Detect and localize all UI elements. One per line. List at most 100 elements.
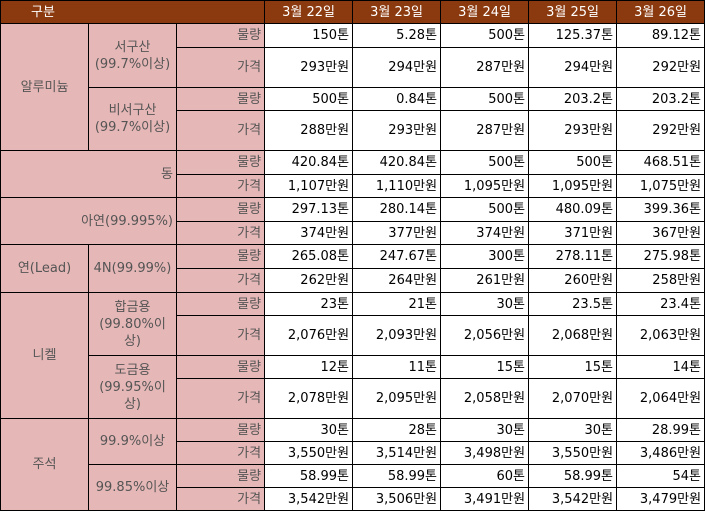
- table-cell: 2,068만원: [528, 315, 618, 356]
- table-row: 동 물량 420.84톤 420.84톤 500톤 500톤 468.51톤: [0, 150, 705, 198]
- table-cell: 262만원: [264, 268, 354, 293]
- header-date: 3월 24일: [440, 0, 530, 24]
- table-cell: 2,093만원: [352, 315, 442, 356]
- table-cell: 21톤: [352, 292, 442, 316]
- table-cell: 260만원: [528, 268, 618, 293]
- table-cell: 58.99톤: [528, 464, 618, 488]
- table-cell: 15톤: [528, 355, 618, 379]
- table-cell: 3,486만원: [616, 441, 705, 465]
- table-row: 가격 374만원 377만원 374만원 371만원 367만원: [1, 221, 705, 245]
- header-category: 구분: [0, 0, 266, 24]
- table-cell: 420.84톤: [264, 150, 354, 175]
- table-cell: 150톤: [264, 23, 354, 48]
- table-cell: 300톤: [440, 244, 530, 269]
- nickel-plating-purity: (99.95%이상): [99, 379, 166, 412]
- table-cell: 420.84톤: [352, 150, 442, 175]
- qty-label: 물량: [175, 197, 266, 222]
- table-row: 도금용 (99.95%이상) 물량 12톤 11톤 15톤 15톤 14톤: [1, 355, 705, 419]
- table-cell: 258만원: [616, 268, 705, 293]
- table-cell: 280.14톤: [352, 197, 442, 222]
- table-row: 가격 288만원 293만원 287만원 293만원 292만원: [1, 110, 705, 151]
- table-cell: 23.4톤: [616, 292, 705, 316]
- table-cell: 287만원: [440, 47, 530, 88]
- header-date: 3월 25일: [528, 0, 618, 24]
- lead-label: 연(Lead): [0, 244, 89, 293]
- qty-label: 물량: [175, 150, 266, 175]
- table-row: 가격 1,107만원 1,110만원 1,095만원 1,095만원 1,075…: [1, 174, 705, 198]
- table-cell: 500톤: [440, 197, 530, 222]
- table-cell: 28톤: [352, 418, 442, 442]
- table-cell: 2,076만원: [264, 315, 354, 356]
- qty-label: 물량: [175, 355, 266, 379]
- table-cell: 293만원: [264, 47, 354, 88]
- nickel-alloy-purity: (99.80%이상): [99, 316, 166, 349]
- nickel-plating-name: 도금용: [114, 362, 151, 378]
- table-cell: 294만원: [528, 47, 618, 88]
- table-cell: 293만원: [528, 110, 618, 151]
- lead-grade: 4N(99.99%): [88, 244, 177, 293]
- table-cell: 374만원: [264, 221, 354, 245]
- table-cell: 23톤: [264, 292, 354, 316]
- table-cell: 3,542만원: [528, 487, 618, 511]
- table-cell: 2,063만원: [616, 315, 705, 356]
- nickel-alloy-label: 합금용 (99.80%이상): [88, 292, 177, 356]
- table-cell: 292만원: [616, 110, 705, 151]
- table-cell: 399.36톤: [616, 197, 705, 222]
- table-cell: 3,479만원: [616, 487, 705, 511]
- table-cell: 3,498만원: [440, 441, 530, 465]
- tin-g999-grade: 99.9%이상: [88, 418, 177, 465]
- table-cell: 1,075만원: [616, 174, 705, 198]
- table-cell: 58.99톤: [264, 464, 354, 488]
- table-cell: 3,542만원: [264, 487, 354, 511]
- table-cell: 377만원: [352, 221, 442, 245]
- table-row: 가격 293만원 294만원 287만원 294만원 292만원: [1, 47, 705, 88]
- table-cell: 480.09톤: [528, 197, 618, 222]
- table-cell: 2,064만원: [616, 378, 705, 419]
- qty-label: 물량: [175, 23, 266, 48]
- price-label: 가격: [175, 110, 266, 151]
- nickel-alloy-name: 합금용: [114, 299, 151, 315]
- table-cell: 54톤: [616, 464, 705, 488]
- table-cell: 2,078만원: [264, 378, 354, 419]
- table-cell: 500톤: [440, 87, 530, 111]
- table-cell: 297.13톤: [264, 197, 354, 222]
- table-cell: 3,550만원: [264, 441, 354, 465]
- table-row: 비서구산 (99.7%이상) 물량 500톤 0.84톤 500톤 203.2톤…: [1, 87, 705, 151]
- table-row: 니켈 합금용 (99.80%이상) 물량 23톤 21톤 30톤 23.5톤 2…: [0, 292, 705, 419]
- table-row: 아연(99.995%) 물량 297.13톤 280.14톤 500톤 480.…: [0, 197, 705, 245]
- table-cell: 275.98톤: [616, 244, 705, 269]
- table-cell: 203.2톤: [616, 87, 705, 111]
- price-label: 가격: [175, 441, 266, 465]
- header-row: 구분 3월 22일 3월 23일 3월 24일 3월 25일 3월 26일: [0, 0, 705, 24]
- table-cell: 3,514만원: [352, 441, 442, 465]
- table-cell: 3,506만원: [352, 487, 442, 511]
- table-cell: 500톤: [440, 150, 530, 175]
- aluminum-label: 알루미늄: [0, 23, 89, 151]
- aluminum-nonwest-label: 비서구산 (99.7%이상): [88, 87, 177, 151]
- table-cell: 500톤: [528, 150, 618, 175]
- nickel-plating-label: 도금용 (99.95%이상): [88, 355, 177, 419]
- price-label: 가격: [175, 487, 266, 511]
- table-cell: 28.99톤: [616, 418, 705, 442]
- table-cell: 30톤: [440, 292, 530, 316]
- qty-label: 물량: [175, 464, 266, 488]
- table-row: 99.85%이상 물량 58.99톤 58.99톤 60톤 58.99톤 54톤: [1, 464, 705, 511]
- table-row: 가격 262만원 264만원 261만원 260만원 258만원: [1, 268, 705, 293]
- table-cell: 265.08톤: [264, 244, 354, 269]
- price-label: 가격: [175, 174, 266, 198]
- table-cell: 374만원: [440, 221, 530, 245]
- table-cell: 23.5톤: [528, 292, 618, 316]
- table-cell: 14톤: [616, 355, 705, 379]
- table-row: 가격 2,076만원 2,093만원 2,056만원 2,068만원 2,063…: [1, 315, 705, 356]
- table-cell: 15톤: [440, 355, 530, 379]
- table-cell: 261만원: [440, 268, 530, 293]
- table-cell: 30톤: [528, 418, 618, 442]
- table-cell: 203.2톤: [528, 87, 618, 111]
- nickel-label: 니켈: [0, 292, 89, 419]
- header-date: 3월 26일: [616, 0, 705, 24]
- copper-label: 동: [0, 150, 177, 198]
- aluminum-nonwest-name: 비서구산: [108, 103, 157, 118]
- table-cell: 3,491만원: [440, 487, 530, 511]
- qty-label: 물량: [175, 418, 266, 442]
